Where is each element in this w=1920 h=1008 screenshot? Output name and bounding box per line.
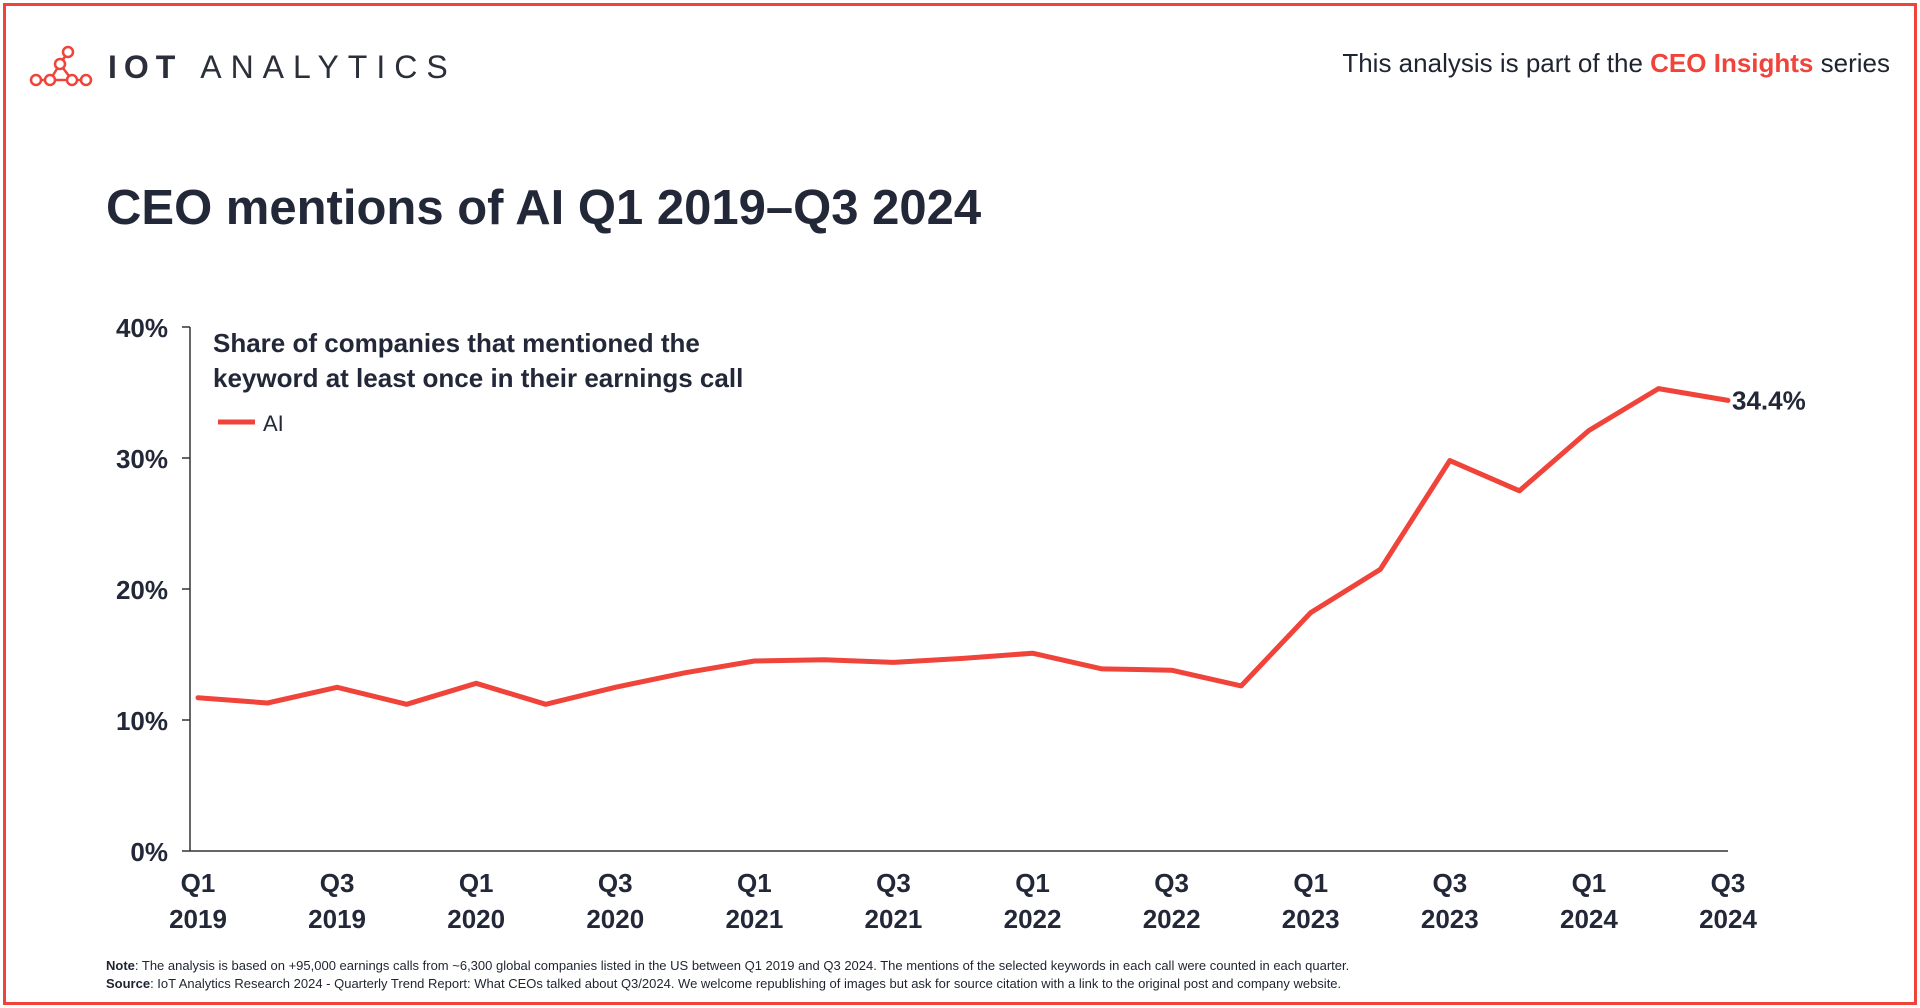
legend-label-ai: AI bbox=[263, 411, 284, 436]
x-tick-label-quarter: Q3 bbox=[598, 868, 633, 898]
series-lines: 34.4% bbox=[195, 385, 1806, 707]
x-tick-label-year: 2021 bbox=[725, 904, 783, 934]
end-value-label: 34.4% bbox=[1732, 385, 1806, 415]
x-tick-label-year: 2022 bbox=[1004, 904, 1062, 934]
x-tick-label-year: 2021 bbox=[865, 904, 923, 934]
brand-name: IOT ANALYTICS bbox=[108, 51, 457, 83]
y-tick-label: 10% bbox=[116, 706, 168, 736]
series-line-ai bbox=[195, 386, 1731, 707]
x-tick-label-quarter: Q3 bbox=[1711, 868, 1746, 898]
x-tick-label-quarter: Q3 bbox=[320, 868, 355, 898]
x-tick-label-quarter: Q3 bbox=[1154, 868, 1189, 898]
x-tick-label-year: 2020 bbox=[586, 904, 644, 934]
source-text: : IoT Analytics Research 2024 - Quarterl… bbox=[150, 976, 1342, 991]
x-tick-label-year: 2019 bbox=[169, 904, 227, 934]
x-tick-label-quarter: Q1 bbox=[181, 868, 216, 898]
source-label: Source bbox=[106, 976, 151, 991]
series-suffix: series bbox=[1820, 48, 1890, 78]
x-tick-label-year: 2019 bbox=[308, 904, 366, 934]
x-tick-label-year: 2020 bbox=[447, 904, 505, 934]
chart-subtitle-line-2: keyword at least once in their earnings … bbox=[213, 363, 743, 393]
x-tick-label-quarter: Q1 bbox=[459, 868, 494, 898]
footnote-note: Note: The analysis is based on +95,000 e… bbox=[106, 957, 1349, 975]
network-nodes-icon bbox=[29, 45, 93, 87]
x-tick-label-year: 2023 bbox=[1282, 904, 1340, 934]
y-axis: 0% 10% 20% 30% 40% bbox=[116, 313, 191, 867]
y-tick-label: 20% bbox=[116, 575, 168, 605]
footnotes: Note: The analysis is based on +95,000 e… bbox=[106, 957, 1349, 993]
x-tick-label-year: 2022 bbox=[1143, 904, 1201, 934]
x-tick-label-year: 2024 bbox=[1560, 904, 1618, 934]
footnote-source: Source: IoT Analytics Research 2024 - Qu… bbox=[106, 975, 1349, 993]
x-tick-label-quarter: Q1 bbox=[737, 868, 772, 898]
series-note: This analysis is part of the CEO Insight… bbox=[1342, 48, 1890, 79]
y-tick-label: 40% bbox=[116, 313, 168, 343]
page-frame bbox=[3, 3, 1917, 1005]
x-tick-label-year: 2024 bbox=[1699, 904, 1757, 934]
note-label: Note bbox=[106, 958, 135, 973]
chart-title: CEO mentions of AI Q1 2019–Q3 2024 bbox=[106, 181, 982, 235]
chart-subtitle-line-1: Share of companies that mentioned the bbox=[213, 328, 700, 358]
legend: Share of companies that mentioned the ke… bbox=[213, 328, 743, 436]
x-axis: Q1 2019 Q3 2019 Q1 2020 Q3 2020 Q1 2021 Q3 2021 Q1 20… bbox=[169, 850, 1757, 934]
brand-name-bold: IOT bbox=[108, 49, 183, 85]
note-text: : The analysis is based on +95,000 earni… bbox=[134, 958, 1350, 973]
x-tick-label-quarter: Q3 bbox=[876, 868, 911, 898]
x-tick-label-year: 2023 bbox=[1421, 904, 1479, 934]
y-tick-label: 0% bbox=[130, 837, 168, 867]
x-tick-label-quarter: Q1 bbox=[1293, 868, 1328, 898]
series-prefix: This analysis is part of the bbox=[1342, 48, 1643, 78]
x-tick-label-quarter: Q1 bbox=[1015, 868, 1050, 898]
brand-name-rest: ANALYTICS bbox=[200, 49, 457, 85]
brand-logo[interactable]: IOT ANALYTICS bbox=[28, 44, 457, 90]
x-tick-label-quarter: Q1 bbox=[1572, 868, 1607, 898]
x-tick-label-quarter: Q3 bbox=[1432, 868, 1467, 898]
series-link[interactable]: CEO Insights bbox=[1650, 48, 1814, 78]
y-tick-label: 30% bbox=[116, 444, 168, 474]
